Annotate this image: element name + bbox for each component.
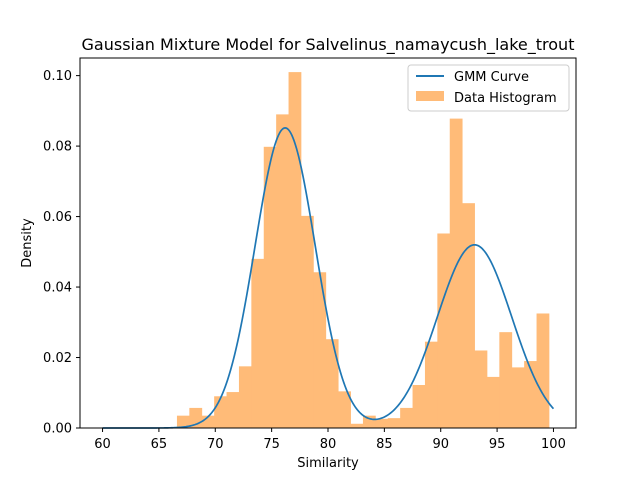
y-tick-label: 0.10 xyxy=(43,69,72,84)
histogram-bar xyxy=(375,418,389,428)
x-axis-ticks: 60 65 70 75 80 85 90 95 100 xyxy=(94,428,566,452)
histogram-bar xyxy=(238,366,252,428)
y-tick-label: 0.02 xyxy=(43,351,72,366)
y-axis-ticks: 0.00 0.02 0.04 0.06 0.08 0.10 xyxy=(43,69,80,437)
x-tick-label: 95 xyxy=(489,437,506,452)
legend-patch-swatch xyxy=(416,91,444,101)
histogram-bar xyxy=(536,313,550,428)
y-tick-label: 0.00 xyxy=(43,422,72,437)
histogram-bar xyxy=(511,367,525,428)
histogram-bars xyxy=(176,72,550,429)
histogram-bar xyxy=(288,72,302,428)
x-tick-label: 100 xyxy=(541,437,566,452)
chart-title: Gaussian Mixture Model for Salvelinus_na… xyxy=(82,35,575,55)
histogram-bar xyxy=(251,258,265,428)
x-tick-label: 75 xyxy=(263,437,280,452)
histogram-bar xyxy=(226,392,240,428)
y-axis-label: Density xyxy=(20,218,35,268)
legend-box xyxy=(407,64,570,112)
x-tick-label: 85 xyxy=(376,437,393,452)
y-tick-label: 0.08 xyxy=(43,140,72,155)
histogram-bar xyxy=(325,339,339,428)
legend-label-gmm: GMM Curve xyxy=(454,70,529,85)
histogram-bar xyxy=(400,407,413,428)
histogram-bar xyxy=(486,376,500,428)
legend: GMM Curve Data Histogram xyxy=(407,64,570,112)
histogram-bar xyxy=(276,114,289,428)
legend-label-histogram: Data Histogram xyxy=(454,91,557,106)
y-tick-label: 0.06 xyxy=(43,210,72,225)
y-tick-label: 0.04 xyxy=(43,281,72,296)
x-tick-label: 90 xyxy=(432,437,449,452)
histogram-bar xyxy=(474,350,488,428)
histogram-bar xyxy=(214,396,227,428)
histogram-bar xyxy=(313,272,327,428)
histogram-bar xyxy=(263,146,277,429)
gmm-curve-line xyxy=(102,127,555,429)
histogram-bar xyxy=(387,418,401,428)
x-tick-label: 70 xyxy=(207,437,224,452)
histogram-bar xyxy=(499,332,513,428)
histogram-bar xyxy=(412,385,426,428)
gmm-curve-layer xyxy=(102,127,555,429)
histogram-bar xyxy=(176,415,190,428)
histogram-bar xyxy=(350,423,364,428)
histogram-bar xyxy=(338,391,351,428)
histogram-bar xyxy=(300,215,314,428)
x-tick-label: 80 xyxy=(320,437,337,452)
histogram-bar xyxy=(424,341,438,428)
x-axis-label: Similarity xyxy=(297,456,359,471)
histogram-bar xyxy=(437,233,451,428)
histogram-bar xyxy=(449,118,463,429)
histogram-bar xyxy=(462,203,475,428)
x-tick-label: 65 xyxy=(151,437,168,452)
x-tick-label: 60 xyxy=(94,437,111,452)
